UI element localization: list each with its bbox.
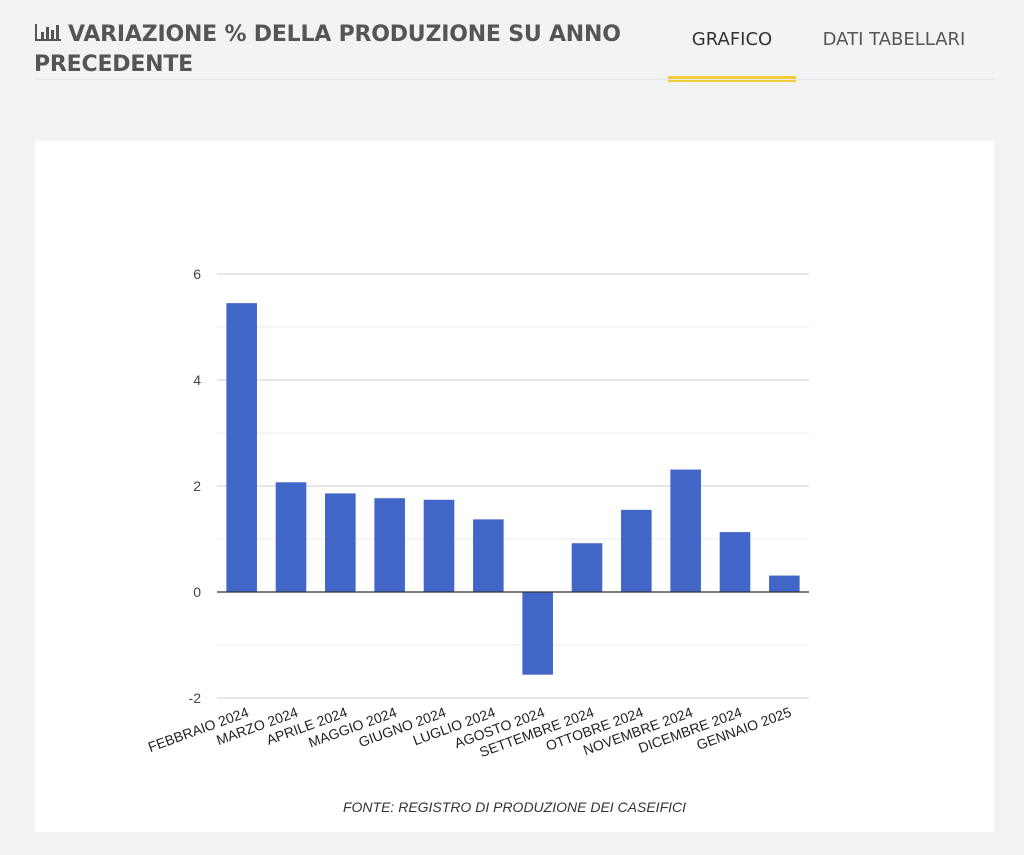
bar — [571, 543, 603, 592]
bar — [719, 532, 751, 592]
page-title: VARIAZIONE % DELLA PRODUZIONE SU ANNO PR… — [34, 20, 664, 80]
y-tick-label: 6 — [193, 266, 201, 282]
tab-dati-tabellari-label: DATI TABELLARI — [822, 29, 966, 50]
bar — [226, 303, 257, 592]
bar — [275, 482, 307, 592]
y-tick-label: -2 — [189, 690, 202, 706]
bar — [522, 592, 553, 675]
tab-grafico-label: GRAFICO — [691, 29, 773, 50]
y-tick-label: 4 — [193, 372, 201, 388]
page-title-text: VARIAZIONE % DELLA PRODUZIONE SU ANNO PR… — [34, 22, 621, 77]
bar — [374, 498, 405, 592]
bar — [423, 499, 455, 592]
bar — [473, 519, 504, 592]
y-tick-label: 0 — [193, 584, 201, 600]
bar — [325, 493, 356, 592]
bar — [769, 575, 800, 592]
tab-dati-tabellari[interactable]: DATI TABELLARI — [814, 28, 974, 82]
chart-panel: -2 0 2 4 6 FEBBRAIO 2024 MARZO 2024 APRILE 2024… — [35, 141, 994, 832]
bar — [670, 469, 701, 592]
tab-grafico[interactable]: GRAFICO — [668, 28, 796, 82]
bar-chart-icon — [34, 21, 62, 41]
bar — [621, 509, 652, 592]
header: VARIAZIONE % DELLA PRODUZIONE SU ANNO PR… — [0, 0, 1024, 90]
header-divider — [34, 79, 994, 80]
chart-source: FONTE: REGISTRO DI PRODUZIONE DEI CASEIF… — [342, 799, 687, 815]
y-tick-label: 2 — [193, 478, 201, 494]
